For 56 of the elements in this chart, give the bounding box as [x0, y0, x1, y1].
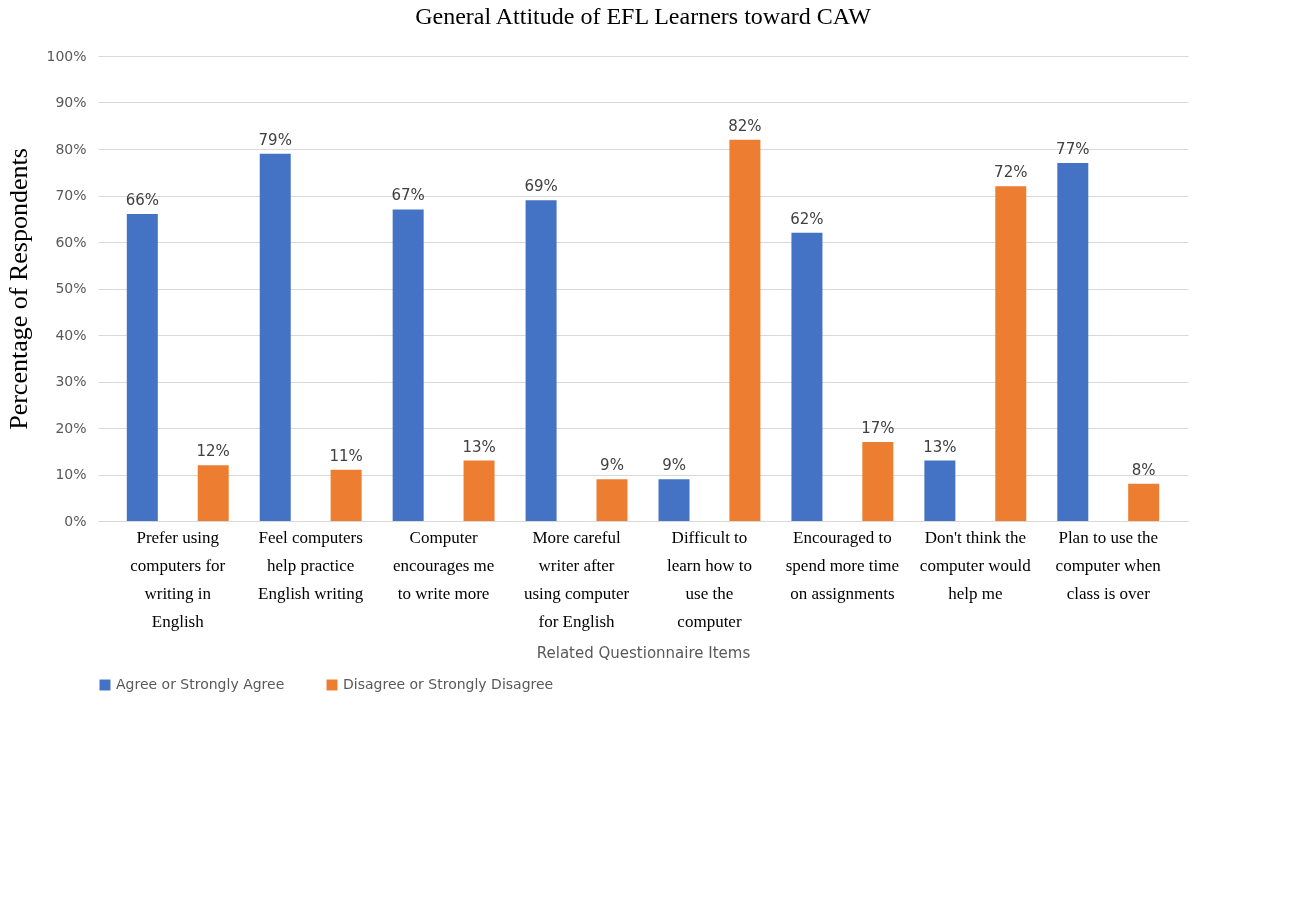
text: 77% — [1056, 139, 1090, 158]
text: 79% — [258, 130, 292, 149]
bar — [658, 479, 690, 521]
text: 12% — [196, 442, 230, 461]
x-tick-label: Feel computers help practice English writing — [258, 527, 364, 603]
bar — [729, 139, 761, 521]
text: 72% — [994, 163, 1028, 182]
y-tick-label: 30% — [55, 373, 87, 389]
y-tick-label: 90% — [55, 94, 87, 110]
bar — [525, 200, 557, 521]
x-tick-label: Difficult to learn how to use the computer — [666, 527, 752, 631]
x-tick-label: More careful writer after using computer for English — [523, 527, 630, 631]
y-tick-label: 60% — [55, 233, 87, 250]
legend-label: Agree or Strongly Agree — [116, 676, 285, 692]
text: 9% — [662, 456, 686, 475]
bar — [330, 469, 362, 521]
x-tick-label: Computer encourages me to write more — [392, 527, 495, 603]
bar — [259, 153, 291, 521]
y-axis-title: Percentage of Respondents — [4, 148, 34, 430]
text: 62% — [790, 209, 824, 228]
x-tick-label: Plan to use the computer when class is over — [1055, 527, 1162, 603]
bar — [862, 441, 894, 521]
bar — [392, 209, 424, 521]
text: 82% — [728, 116, 762, 135]
x-tick-label: Prefer using computers for writing in English — [130, 527, 226, 631]
x-axis-title: Related Questionnaire Items — [536, 643, 751, 662]
bar — [1128, 483, 1160, 521]
bar — [126, 214, 158, 521]
y-tick-label: 20% — [55, 419, 87, 436]
y-tick-label: 70% — [55, 187, 87, 203]
text: 17% — [861, 418, 895, 437]
bar — [995, 186, 1027, 521]
text: 9% — [600, 456, 624, 475]
y-tick-label: 80% — [55, 140, 87, 157]
text: 69% — [524, 177, 558, 196]
y-tick-label: 10% — [55, 466, 87, 482]
legend-label: Disagree or Strongly Disagree — [343, 676, 554, 692]
text: 13% — [923, 437, 957, 456]
chart-title: General Attitude of EFL Learners toward CAW — [415, 3, 872, 29]
bar — [463, 460, 495, 521]
y-tick-label: 100% — [46, 47, 87, 64]
bar — [1057, 162, 1089, 521]
bar — [197, 465, 229, 521]
text: 11% — [329, 446, 363, 465]
x-tick-label: Don't think the computer would help me — [919, 527, 1032, 603]
text: 8% — [1131, 460, 1156, 479]
y-tick-label: 40% — [55, 326, 87, 343]
text: 13% — [462, 437, 496, 456]
bar — [596, 479, 628, 521]
y-tick-label: 0% — [64, 512, 87, 529]
y-tick-label: 50% — [55, 280, 87, 296]
bar — [791, 232, 823, 521]
text: 67% — [391, 186, 425, 205]
text: 66% — [125, 191, 159, 210]
x-tick-label: Encouraged to spend more time on assignments — [785, 527, 900, 603]
bar — [924, 460, 956, 521]
